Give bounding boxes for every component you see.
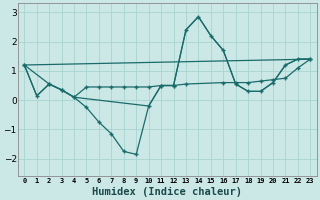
X-axis label: Humidex (Indice chaleur): Humidex (Indice chaleur) bbox=[92, 186, 242, 197]
